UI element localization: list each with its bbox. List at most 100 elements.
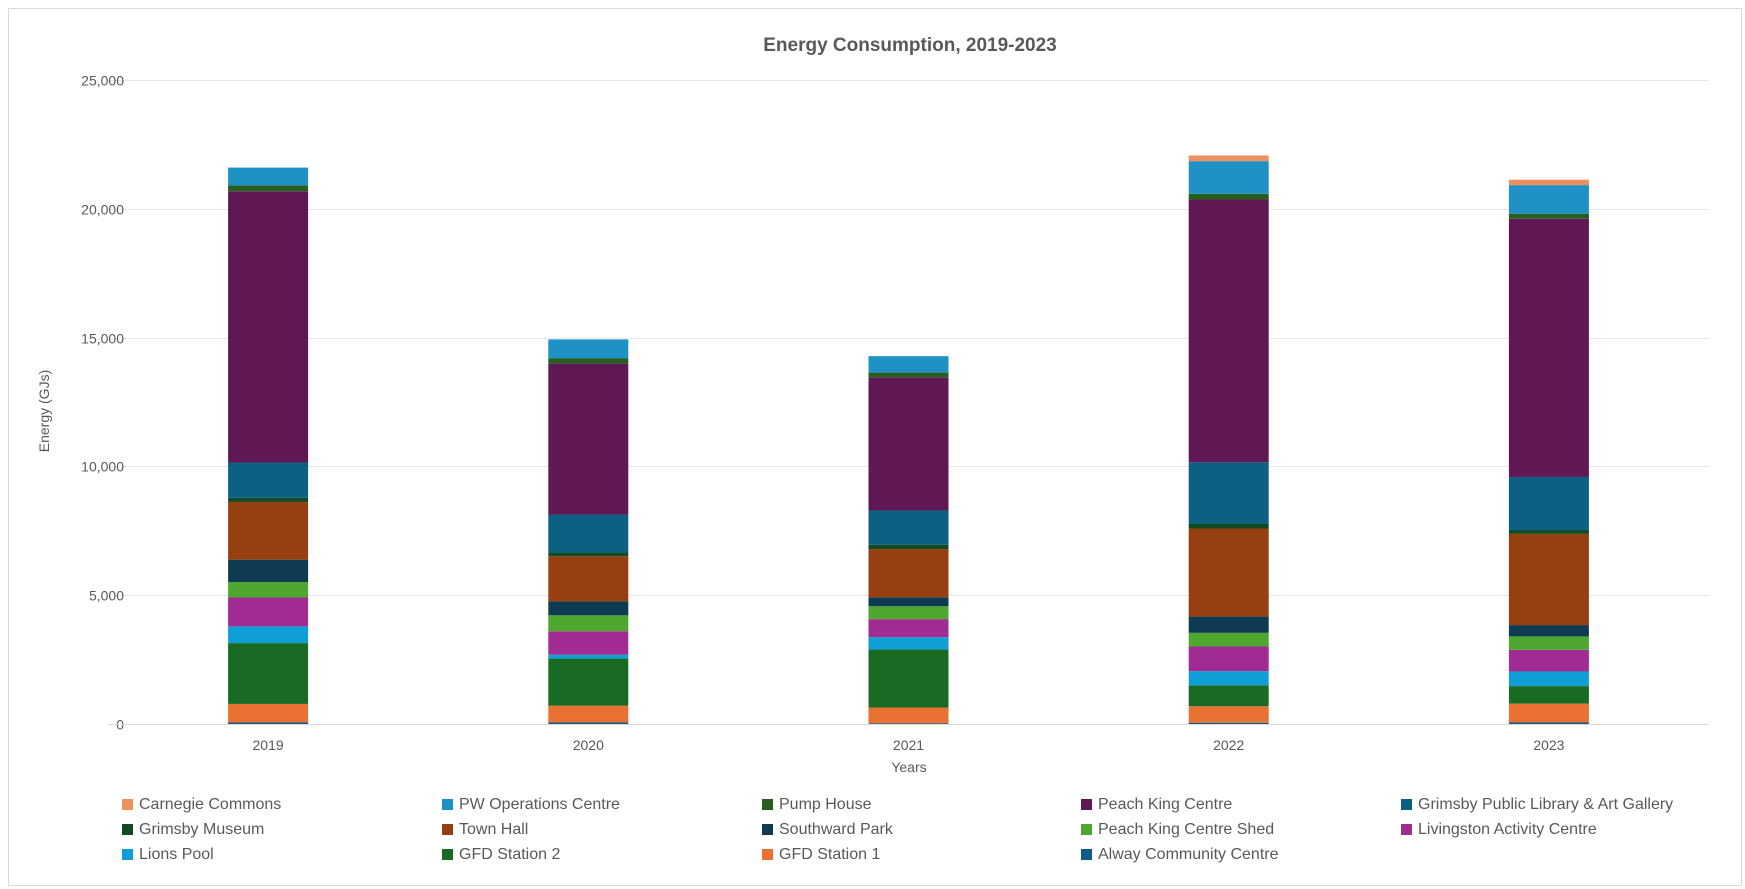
legend-label: GFD Station 2 xyxy=(459,845,561,863)
bar-segment xyxy=(228,597,309,627)
bar-segment xyxy=(1188,523,1269,529)
legend-label: Alway Community Centre xyxy=(1098,845,1279,863)
y-tick-label: 10,000 xyxy=(81,459,124,475)
bar-segment xyxy=(1188,706,1269,723)
chart-area: Energy Consumption, 2019-2023 0 5,000 10,0… xyxy=(8,8,1742,886)
bar-segment xyxy=(1188,199,1269,463)
legend-label: Lions Pool xyxy=(139,845,214,863)
bar-segment xyxy=(1508,530,1589,534)
bar-segment xyxy=(1508,703,1589,723)
bar-segment xyxy=(868,619,949,638)
legend-item: Grimsby Public Library & Art Gallery xyxy=(1401,795,1732,814)
legend-label: Carnegie Commons xyxy=(139,795,282,813)
legend-label: Peach King Centre Shed xyxy=(1098,820,1275,838)
legend-label: GFD Station 1 xyxy=(779,845,881,863)
legend-item: GFD Station 1 xyxy=(762,845,1081,864)
bar-segment xyxy=(1188,632,1269,647)
bar-segment xyxy=(868,356,949,373)
bar-segment xyxy=(1188,155,1269,162)
legend-swatch xyxy=(1081,849,1092,860)
bar-segment xyxy=(868,510,949,545)
bar-segment xyxy=(1188,161,1269,194)
legend-item: Lions Pool xyxy=(122,845,442,864)
bar-segment xyxy=(1508,185,1589,214)
bar-segment xyxy=(548,358,629,364)
y-tick-label: 25,000 xyxy=(81,73,124,89)
legend-label: Livingston Activity Centre xyxy=(1418,820,1597,838)
bar-segment xyxy=(868,723,949,724)
x-tick-label: 2023 xyxy=(1533,737,1564,753)
bar-segment xyxy=(1508,686,1589,704)
bar-segment xyxy=(228,497,309,502)
bar-segment xyxy=(228,191,309,463)
legend-item: Livingston Activity Centre xyxy=(1401,820,1732,839)
legend-item: Grimsby Museum xyxy=(122,820,442,839)
gridlines xyxy=(108,80,1709,596)
bar-segment xyxy=(1508,625,1589,637)
x-tick-label: 2020 xyxy=(573,737,604,753)
legend-swatch xyxy=(762,824,773,835)
x-tick-label: 2021 xyxy=(893,737,924,753)
chart-title: Energy Consumption, 2019-2023 xyxy=(763,35,1057,56)
bar-segment xyxy=(548,339,629,359)
bar-segment xyxy=(228,582,309,598)
bar-segment xyxy=(548,658,629,706)
bar-segment xyxy=(868,377,949,511)
bar-segment xyxy=(1188,646,1269,672)
bar-segment xyxy=(228,462,309,498)
bar-segment xyxy=(1508,179,1589,186)
bar-segment xyxy=(228,703,309,723)
legend-label: Southward Park xyxy=(779,820,893,838)
bar-segment xyxy=(1188,528,1269,617)
legend-swatch xyxy=(1401,799,1412,810)
legend-swatch xyxy=(762,799,773,810)
bar-segment xyxy=(1508,671,1589,687)
legend-swatch xyxy=(442,799,453,810)
bar-segment xyxy=(1508,213,1589,219)
legend-swatch xyxy=(122,849,133,860)
legend-item: Peach King Centre Shed xyxy=(1081,820,1401,839)
bar-segment xyxy=(1508,636,1589,650)
bar-segment xyxy=(1188,722,1269,724)
legend-swatch xyxy=(442,824,453,835)
legend-label: Grimsby Museum xyxy=(139,820,265,838)
legend-swatch xyxy=(442,849,453,860)
legend-item: Alway Community Centre xyxy=(1081,845,1401,864)
legend-item: GFD Station 2 xyxy=(442,845,762,864)
bars xyxy=(228,155,1589,724)
legend-label: Grimsby Public Library & Art Gallery xyxy=(1418,795,1674,813)
legend-label: Peach King Centre xyxy=(1098,795,1233,813)
bar-segment xyxy=(548,722,629,724)
bar-segment xyxy=(868,544,949,550)
legend-item: Southward Park xyxy=(762,820,1081,839)
legend-swatch xyxy=(122,799,133,810)
bar-segment xyxy=(1188,671,1269,686)
y-tick-label: 5,000 xyxy=(89,588,124,604)
bar-segment xyxy=(1508,476,1589,531)
bar-segment xyxy=(1508,722,1589,724)
legend-item: Town Hall xyxy=(442,820,762,839)
legend-item: Carnegie Commons xyxy=(122,795,442,814)
chart-canvas: Energy Consumption, 2019-2023 05,00010,0… xyxy=(36,35,1709,775)
bar-segment xyxy=(548,514,629,553)
bar-segment xyxy=(1508,218,1589,477)
x-axis-label: Years xyxy=(891,759,926,775)
legend-item: PW Operations Centre xyxy=(442,795,762,814)
legend-label: PW Operations Centre xyxy=(459,795,620,813)
bar-segment xyxy=(868,649,949,708)
bar-segment xyxy=(868,707,949,724)
legend-swatch xyxy=(1401,824,1412,835)
bar-segment xyxy=(1508,533,1589,626)
bar-segment xyxy=(228,626,309,644)
bar-segment xyxy=(548,631,629,655)
bar-segment xyxy=(548,601,629,616)
bar-segment xyxy=(548,552,629,557)
y-axis-label: Energy (GJs) xyxy=(36,370,52,452)
bar-segment xyxy=(548,615,629,632)
bar-segment xyxy=(548,705,629,723)
bar-segment xyxy=(228,722,309,724)
bar-segment xyxy=(228,643,309,704)
bar-segment xyxy=(228,167,309,186)
bar-segment xyxy=(1188,685,1269,707)
x-axis-ticks: 2019 2020 2021 2022 2023 xyxy=(253,737,1565,753)
